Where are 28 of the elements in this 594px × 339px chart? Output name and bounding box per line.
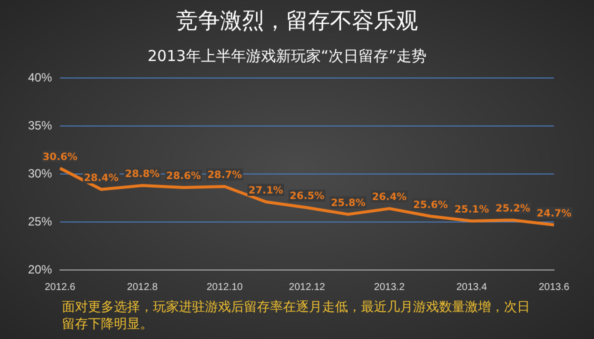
text: 25.8% [330,198,366,209]
text: 27.1% [248,185,284,196]
text: 25.2% [495,204,530,215]
chart-title: 2013年上半年游戏新玩家“次日留存”走势 [148,46,426,65]
y-tick-label: 20% [28,262,52,276]
x-tick-label: 2012.6 [44,282,76,293]
text: 28.6% [166,171,201,182]
text: 25.1% [454,204,490,216]
text: 28.7% [207,170,242,182]
y-tick-label: 40% [28,70,52,84]
text: 24.7% [536,208,572,220]
text: 面对更多选择，玩家进驻游戏后留存率在逐月走低，最近几月游戏数量激增，次日留存下降明显。 [61,299,531,333]
text: 28.4% [84,172,119,184]
text: 26.5% [290,191,324,202]
x-tick-label: 2013.6 [538,282,570,293]
y-tick-label: 35% [28,118,52,132]
x-tick-label: 2013.4 [456,282,488,293]
x-tick-label: 2012.8 [127,282,158,293]
text: 28.8% [124,169,160,180]
x-tick-label: 2012.10 [206,282,244,293]
text: 30.6% [42,152,78,163]
text: 26.4% [372,192,407,204]
text: 25.6% [413,200,448,211]
text: 竞争激烈，留存不容乐观 [175,8,419,36]
y-tick-label: 30% [28,166,52,180]
x-tick-label: 2013.2 [374,282,406,293]
x-tick-label: 2012.12 [288,282,326,293]
y-tick-label: 25% [28,214,52,228]
